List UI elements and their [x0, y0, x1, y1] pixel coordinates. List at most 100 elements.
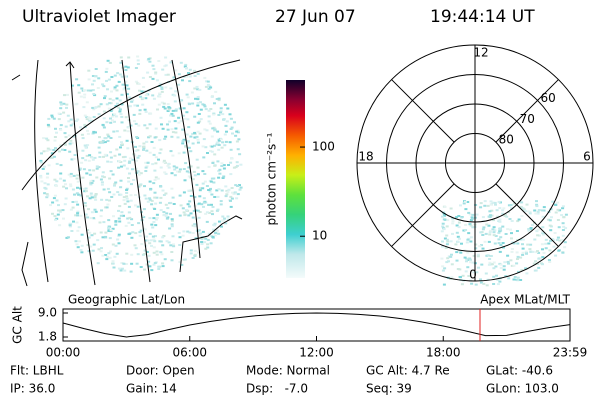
- pixel: [158, 82, 162, 85]
- pixel: [52, 197, 56, 200]
- pixel: [191, 132, 195, 135]
- pixel: [470, 216, 474, 219]
- pixel: [153, 136, 157, 139]
- pixel: [114, 244, 118, 247]
- pixel: [107, 230, 111, 232]
- y-axis-label: GC Alt: [11, 306, 25, 344]
- pixel: [507, 262, 510, 265]
- pixel: [162, 159, 166, 162]
- pixel: [542, 206, 546, 209]
- pixel: [93, 196, 97, 199]
- pixel: [150, 244, 153, 247]
- pixel: [506, 228, 510, 231]
- pixel: [166, 110, 170, 112]
- pixel: [152, 251, 156, 254]
- pixel: [142, 148, 145, 151]
- pixel: [541, 226, 545, 229]
- pixel: [510, 220, 514, 222]
- pixel: [469, 224, 473, 227]
- pixel: [118, 153, 122, 156]
- pixel: [210, 150, 214, 153]
- pixel: [109, 161, 113, 163]
- pixel: [93, 208, 97, 211]
- pixel: [167, 166, 171, 169]
- pixel: [125, 187, 129, 190]
- pixel: [189, 252, 193, 255]
- pixel: [181, 234, 185, 237]
- pixel: [186, 230, 190, 233]
- pixel: [556, 219, 560, 221]
- pixel: [174, 69, 178, 72]
- pixel: [149, 188, 153, 191]
- pixel: [499, 263, 503, 266]
- pixel: [504, 213, 507, 216]
- pixel: [472, 254, 476, 257]
- pixel: [496, 283, 500, 286]
- pixel: [498, 250, 502, 253]
- pixel: [76, 246, 80, 249]
- pixel: [442, 213, 446, 215]
- pixel: [476, 253, 480, 256]
- pixel: [123, 159, 127, 162]
- pixel: [469, 251, 473, 253]
- pixel: [170, 259, 174, 262]
- pixel: [110, 76, 114, 78]
- pixel: [507, 277, 511, 280]
- pixel: [481, 234, 485, 236]
- pixel: [171, 154, 175, 157]
- pixel: [127, 87, 131, 90]
- pixel: [148, 123, 152, 126]
- pixel: [101, 236, 105, 239]
- pixel: [501, 242, 505, 244]
- pixel: [199, 232, 203, 235]
- pixel: [466, 266, 470, 269]
- pixel: [119, 61, 123, 64]
- pixel: [68, 222, 72, 225]
- pixel: [42, 137, 46, 140]
- pixel: [81, 149, 85, 152]
- pixel: [144, 161, 148, 164]
- pixel: [152, 263, 156, 266]
- pixel: [193, 87, 197, 90]
- pixel: [183, 179, 187, 182]
- pixel: [195, 158, 199, 161]
- pixel: [217, 139, 221, 142]
- y-tick-label: 1.8: [38, 330, 57, 344]
- pixel: [64, 183, 67, 186]
- pixel: [526, 243, 530, 246]
- pixel: [107, 135, 111, 138]
- pixel: [191, 216, 195, 219]
- pixel: [221, 177, 225, 179]
- pixel: [502, 246, 505, 249]
- pixel: [224, 195, 228, 198]
- pixel: [120, 121, 124, 124]
- pixel: [86, 216, 90, 219]
- pixel: [111, 173, 115, 176]
- pixel: [533, 269, 537, 272]
- pixel: [118, 135, 122, 138]
- pixel: [91, 89, 95, 92]
- pixel: [548, 249, 552, 252]
- pixel: [223, 133, 227, 136]
- pixel: [113, 120, 116, 123]
- pixel: [196, 98, 200, 101]
- pixel: [176, 170, 180, 173]
- pixel: [92, 243, 96, 246]
- pixel: [90, 156, 94, 159]
- pixel: [541, 256, 545, 259]
- pixel: [178, 107, 182, 110]
- pixel: [87, 159, 91, 162]
- pixel: [120, 93, 124, 96]
- pixel: [479, 281, 483, 284]
- pixel: [521, 247, 525, 250]
- pixel: [138, 231, 142, 234]
- pixel: [502, 268, 506, 271]
- pixel: [191, 232, 195, 234]
- pixel: [127, 211, 131, 214]
- pixel: [86, 129, 89, 132]
- pixel: [547, 218, 551, 221]
- pixel: [86, 89, 90, 92]
- pixel: [547, 259, 551, 261]
- pixel: [169, 212, 172, 215]
- pixel: [489, 203, 493, 206]
